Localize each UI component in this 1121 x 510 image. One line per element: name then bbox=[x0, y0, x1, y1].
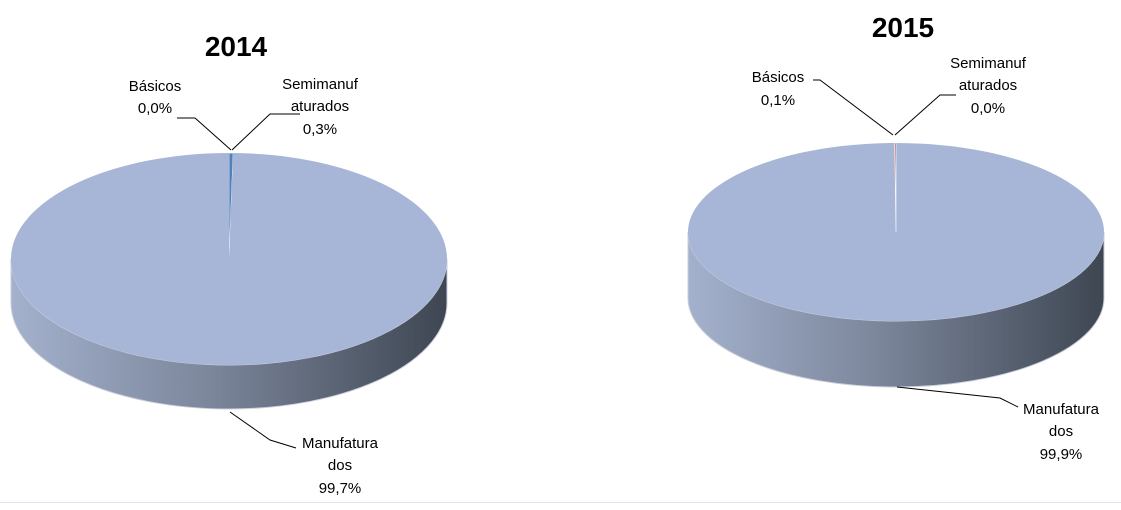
data-label-basicos: Básicos 0,0% bbox=[129, 78, 232, 151]
data-label-manufaturados: Manufatura dos 99,9% bbox=[896, 386, 1100, 463]
data-label-basicos: Básicos 0,1% bbox=[752, 69, 894, 136]
category-label: Semimanuf bbox=[950, 55, 1027, 72]
chart-title: 2015 bbox=[872, 12, 934, 43]
category-label: dos bbox=[1049, 423, 1073, 440]
leader-line bbox=[229, 411, 297, 449]
pie-slice-basicos bbox=[894, 142, 897, 233]
pie-slice-semimanufaturados bbox=[228, 152, 234, 260]
value-label: 0,0% bbox=[971, 100, 1005, 117]
leader-line bbox=[231, 113, 300, 151]
category-label: Manufatura bbox=[1023, 401, 1100, 418]
value-label: 99,9% bbox=[1040, 446, 1083, 463]
chart-title: 2014 bbox=[205, 31, 268, 62]
leader-line bbox=[894, 94, 956, 136]
pie-chart-2014: 2014 Manufatura dos 99,7% Semimanuf aturados 0… bbox=[10, 31, 448, 497]
category-label: aturados bbox=[959, 77, 1017, 94]
data-label-semimanufaturados: Semimanuf aturados 0,3% bbox=[231, 76, 359, 151]
leader-line bbox=[813, 79, 894, 136]
bottom-divider bbox=[0, 502, 1121, 503]
leader-line bbox=[896, 386, 1019, 408]
value-label: 0,3% bbox=[303, 121, 337, 138]
leader-line bbox=[177, 117, 232, 151]
category-label: Manufatura bbox=[302, 435, 379, 452]
pie-slice-manufaturados bbox=[11, 153, 448, 366]
category-label: aturados bbox=[291, 98, 349, 115]
category-label: Básicos bbox=[129, 78, 182, 95]
value-label: 0,1% bbox=[761, 92, 795, 109]
category-label: Básicos bbox=[752, 69, 805, 86]
category-label: dos bbox=[328, 457, 352, 474]
data-label-semimanufaturados: Semimanuf aturados 0,0% bbox=[894, 55, 1027, 136]
value-label: 99,7% bbox=[319, 480, 362, 497]
value-label: 0,0% bbox=[138, 100, 172, 117]
category-label: Semimanuf bbox=[282, 76, 359, 93]
data-label-manufaturados: Manufatura dos 99,7% bbox=[229, 411, 379, 497]
pie-chart-2015: 2015 Manufatura dos 99,9% Semimanuf aturados 0… bbox=[687, 12, 1105, 463]
